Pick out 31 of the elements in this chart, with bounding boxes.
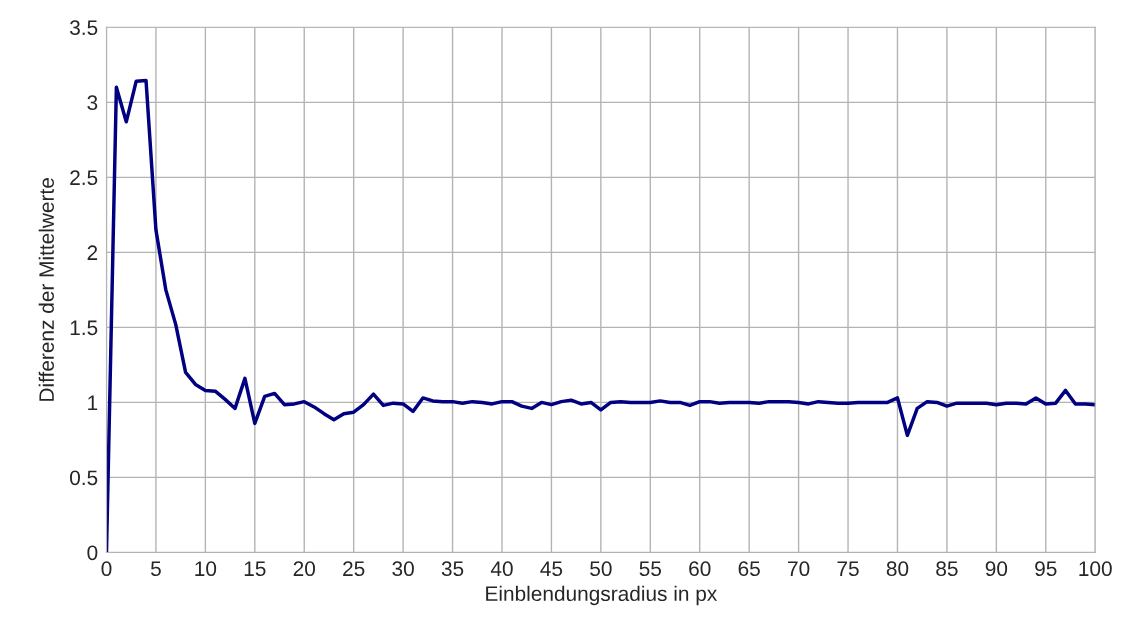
x-tick-label: 20: [293, 561, 316, 577]
y-tick-label: 0.5: [70, 470, 98, 486]
x-tick-label: 40: [490, 561, 513, 577]
x-axis-title: Einblendungsradius in px: [486, 585, 718, 606]
x-tick-label: 90: [985, 561, 1008, 577]
x-tick-label: 70: [788, 561, 810, 577]
y-tick-label: 2: [87, 245, 98, 260]
x-tick-label: 65: [738, 561, 760, 577]
x-tick-label: 100: [1079, 561, 1112, 577]
y-tick-label: 1.5: [70, 320, 98, 336]
x-tick-label: 35: [441, 561, 464, 577]
x-tick-label: 45: [540, 561, 563, 577]
x-tick-label: 95: [1035, 561, 1057, 577]
y-tick-label: 3.5: [70, 20, 98, 36]
x-tick-label: 80: [886, 561, 909, 577]
x-tick-label: 50: [590, 561, 612, 577]
x-tick-label: 15: [244, 561, 266, 577]
x-tick-label: 0: [101, 561, 112, 577]
x-tick-label: 5: [150, 561, 161, 577]
y-tick-label: 2.5: [70, 170, 98, 186]
x-tick-label: 85: [936, 561, 958, 577]
y-axis-title: Differenz der Mittelwerte: [38, 178, 54, 401]
x-tick-label: 30: [392, 561, 414, 577]
x-tick-label: 75: [837, 561, 859, 577]
y-tick-label: 0: [87, 545, 98, 561]
x-tick-label: 55: [639, 561, 662, 577]
x-tick-label: 10: [195, 561, 217, 577]
y-tick-label: 1: [88, 395, 98, 410]
x-tick-label: 25: [343, 561, 365, 577]
y-tick-label: 3: [87, 95, 98, 111]
x-tick-label: 60: [689, 561, 711, 577]
